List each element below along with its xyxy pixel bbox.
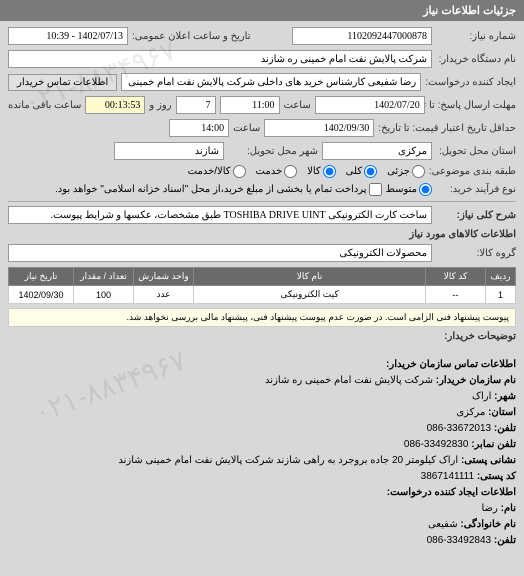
city-label: شهر:	[494, 391, 516, 402]
remain-suffix: ساعت باقی مانده	[8, 100, 81, 111]
state-label: استان:	[488, 407, 516, 418]
buyer-org-input[interactable]	[8, 50, 432, 68]
state-value: مرکزی	[456, 407, 485, 418]
request-no-input[interactable]	[292, 27, 432, 45]
validity-time-label: ساعت	[233, 123, 260, 134]
radio-all[interactable]: کلی	[346, 165, 377, 178]
table-cell: --	[426, 286, 486, 304]
delivery-state-label: استان محل تحویل:	[436, 146, 516, 157]
checkbox-note[interactable]: پرداخت تمام یا بخشی از مبلغ خرید،از محل …	[55, 183, 382, 196]
postal-value: اراک کیلومتر 20 جاده بروجرد به راهی شازن…	[118, 455, 458, 466]
deadline-label: مهلت ارسال پاسخ: تا تاریخ:	[429, 100, 516, 111]
note-box: پیوست پیشنهاد فنی الزامی است. در صورت عد…	[8, 308, 516, 327]
group-label: گروه کالا:	[436, 248, 516, 259]
radio-mid-label: متوسط	[386, 184, 417, 195]
postal-label: نشانی پستی:	[461, 455, 516, 466]
radio-partial-label: جزئی	[387, 166, 410, 177]
radio-both-label: کالا/خدمت	[188, 166, 231, 177]
validity-label: حداقل تاریخ اعتبار قیمت: تا تاریخ:	[378, 123, 516, 134]
radio-khadamat[interactable]: خدمت	[256, 165, 298, 178]
validity-time-input[interactable]	[169, 119, 229, 137]
panel-header: جزئیات اطلاعات نیاز	[0, 0, 524, 21]
creator-input[interactable]	[121, 73, 421, 91]
name-label: نام:	[501, 503, 516, 514]
name-value: رضا	[481, 503, 497, 514]
desc-input[interactable]	[8, 206, 432, 224]
buyer-org-label: نام دستگاه خریدار:	[436, 54, 516, 65]
fax-label: تلفن نمابر:	[471, 439, 516, 450]
table-header: واحد شمارش	[134, 268, 194, 286]
radio-kala[interactable]: کالا	[307, 165, 336, 178]
family-value: شفیعی	[428, 519, 458, 530]
delivery-state-input[interactable]	[322, 142, 432, 160]
buy-process-label: نوع فرآیند خرید:	[436, 184, 516, 195]
radio-khadamat-label: خدمت	[256, 166, 283, 177]
delivery-city-input[interactable]	[114, 142, 224, 160]
table-cell: 1402/09/30	[9, 286, 74, 304]
requester-title: اطلاعات ایجاد کننده درخواست:	[8, 485, 516, 501]
money-type-label: طبقه بندی موضوعی:	[429, 166, 516, 177]
time-label: ساعت	[284, 100, 311, 111]
request-no-label: شماره نیاز:	[436, 31, 516, 42]
goods-table: ردیفکد کالانام کالاواحد شمارشتعداد / مقد…	[8, 267, 516, 304]
days-label: روز و	[149, 100, 171, 111]
postcode-label: کد پستی:	[477, 471, 516, 482]
radio-partial[interactable]: جزئی	[387, 165, 425, 178]
validity-date-input[interactable]	[264, 119, 374, 137]
table-cell: 1	[486, 286, 516, 304]
creator-label: ایجاد کننده درخواست:	[425, 77, 516, 88]
contact-section-title: اطلاعات تماس سازمان خریدار:	[8, 357, 516, 373]
table-header: نام کالا	[194, 268, 426, 286]
remain-days-input	[176, 96, 216, 114]
table-row[interactable]: 1--کیت الکترونیکیعدد1001402/09/30	[9, 286, 516, 304]
radio-kala-label: کالا	[307, 166, 321, 177]
group-input[interactable]	[8, 244, 432, 262]
city-value: اراک	[472, 391, 491, 402]
deadline-time-input[interactable]	[220, 96, 280, 114]
phone-value: 33672013-086	[427, 423, 492, 434]
delivery-city-label: شهر محل تحویل:	[228, 146, 318, 157]
goods-section-title: اطلاعات کالاهای مورد نیاز	[8, 229, 516, 240]
postcode-value: 3867141111	[421, 471, 474, 482]
org-label: نام سازمان خریدار:	[436, 375, 516, 386]
table-cell: عدد	[134, 286, 194, 304]
table-cell: 100	[74, 286, 134, 304]
table-header: کد کالا	[426, 268, 486, 286]
org-value: شرکت پالایش نفت امام خمینی ره شازند	[265, 375, 433, 386]
datetime-label: تاریخ و ساعت اعلان عمومی:	[132, 31, 251, 42]
table-header: ردیف	[486, 268, 516, 286]
radio-mid[interactable]: متوسط	[386, 183, 432, 196]
desc-label: شرح کلی نیاز:	[436, 210, 516, 221]
reqphone-label: تلفن:	[494, 535, 516, 546]
phone-label: تلفن:	[494, 423, 516, 434]
deadline-date-input[interactable]	[315, 96, 425, 114]
remain-time-input	[85, 96, 145, 114]
reqphone-value: 33492843-086	[427, 535, 492, 546]
remarks-label: توضیحات خریدار:	[436, 331, 516, 342]
radio-all-label: کلی	[346, 166, 362, 177]
table-header: تاریخ نیاز	[9, 268, 74, 286]
buy-note-label: پرداخت تمام یا بخشی از مبلغ خرید،از محل …	[55, 184, 367, 195]
datetime-input[interactable]	[8, 27, 128, 45]
family-label: نام خانوادگی:	[460, 519, 516, 530]
radio-both[interactable]: کالا/خدمت	[188, 165, 246, 178]
contact-info-button[interactable]: اطلاعات تماس خریدار	[8, 74, 117, 91]
fax-value: 33492830-086	[404, 439, 469, 450]
table-cell: کیت الکترونیکی	[194, 286, 426, 304]
table-header: تعداد / مقدار	[74, 268, 134, 286]
